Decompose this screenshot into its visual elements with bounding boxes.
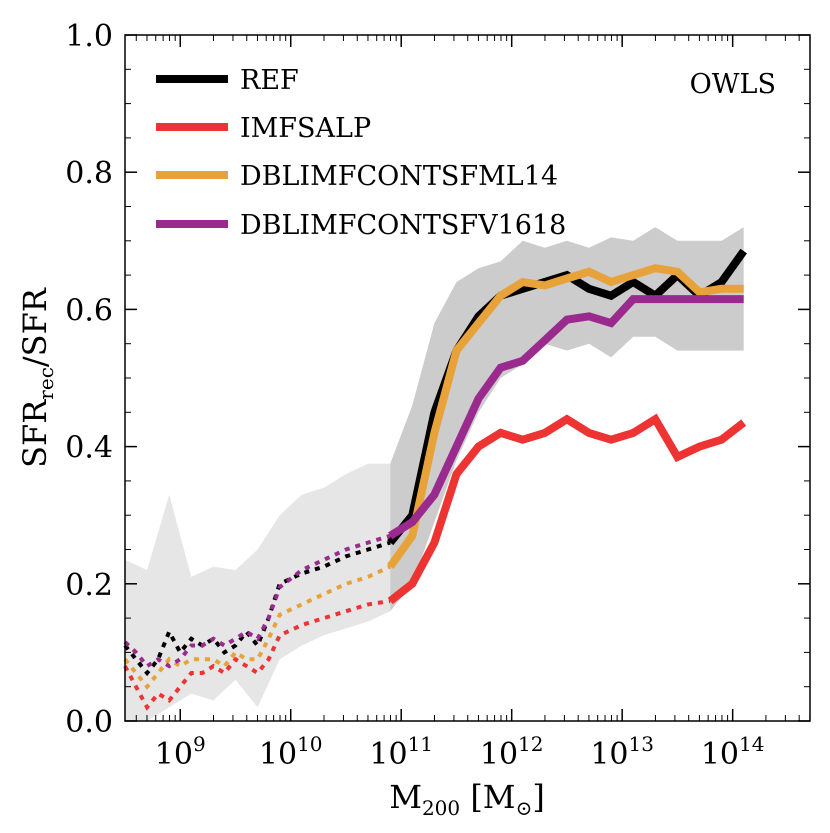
series-line-dotted-dblimfcontsfml14 (123, 564, 392, 690)
x-tick-label: 1011 (369, 732, 433, 772)
y-tick-label: 0.6 (65, 293, 113, 328)
series-layer (123, 248, 747, 711)
series-line-dblimfcontsfml14 (386, 264, 744, 569)
y-tick-label: 0.8 (65, 156, 113, 191)
legend-label-dblimfcontsfv1618: DBLIMFCONTSFV1618 (240, 210, 566, 241)
y-tick-label: 1.0 (65, 19, 113, 54)
annotation-owls: OWLS (690, 69, 776, 100)
y-tick-label: 0.0 (65, 705, 113, 740)
tick-layer: 109 1010 1011 1012 1013 1014 0.0 0.2 0.4 0.6 0.8 1.… (65, 19, 811, 772)
series-line-dotted-imfsalp (123, 599, 391, 711)
x-tick-label: 1014 (701, 732, 765, 772)
legend: REF IMFSALP DBLIMFCONTSFML14 DBLIMFCONTS… (156, 65, 566, 241)
y-tick-label: 0.2 (65, 568, 113, 603)
legend-label-ref: REF (240, 65, 299, 96)
scatter-band-low-res (125, 463, 391, 721)
series-line-dblimfcontsfv1618 (388, 295, 744, 540)
x-axis-label: M200 [M⊙] (389, 778, 545, 820)
x-tick-label: 1010 (259, 732, 323, 772)
y-axis-label: SFRrec/SFR (16, 287, 58, 468)
legend-label-imfsalp: IMFSALP (240, 113, 371, 144)
x-tick-label: 109 (155, 732, 206, 772)
x-tick-label: 1012 (480, 732, 544, 772)
series-line-dotted-dblimfcontsfv1618 (123, 533, 391, 669)
y-tick-label: 0.4 (65, 431, 113, 466)
legend-label-dblimfcontsfml14: DBLIMFCONTSFML14 (240, 161, 558, 192)
series-line-dotted-ref (123, 540, 391, 677)
x-tick-label: 1013 (590, 732, 654, 772)
series-line-imfsalp (387, 413, 747, 605)
